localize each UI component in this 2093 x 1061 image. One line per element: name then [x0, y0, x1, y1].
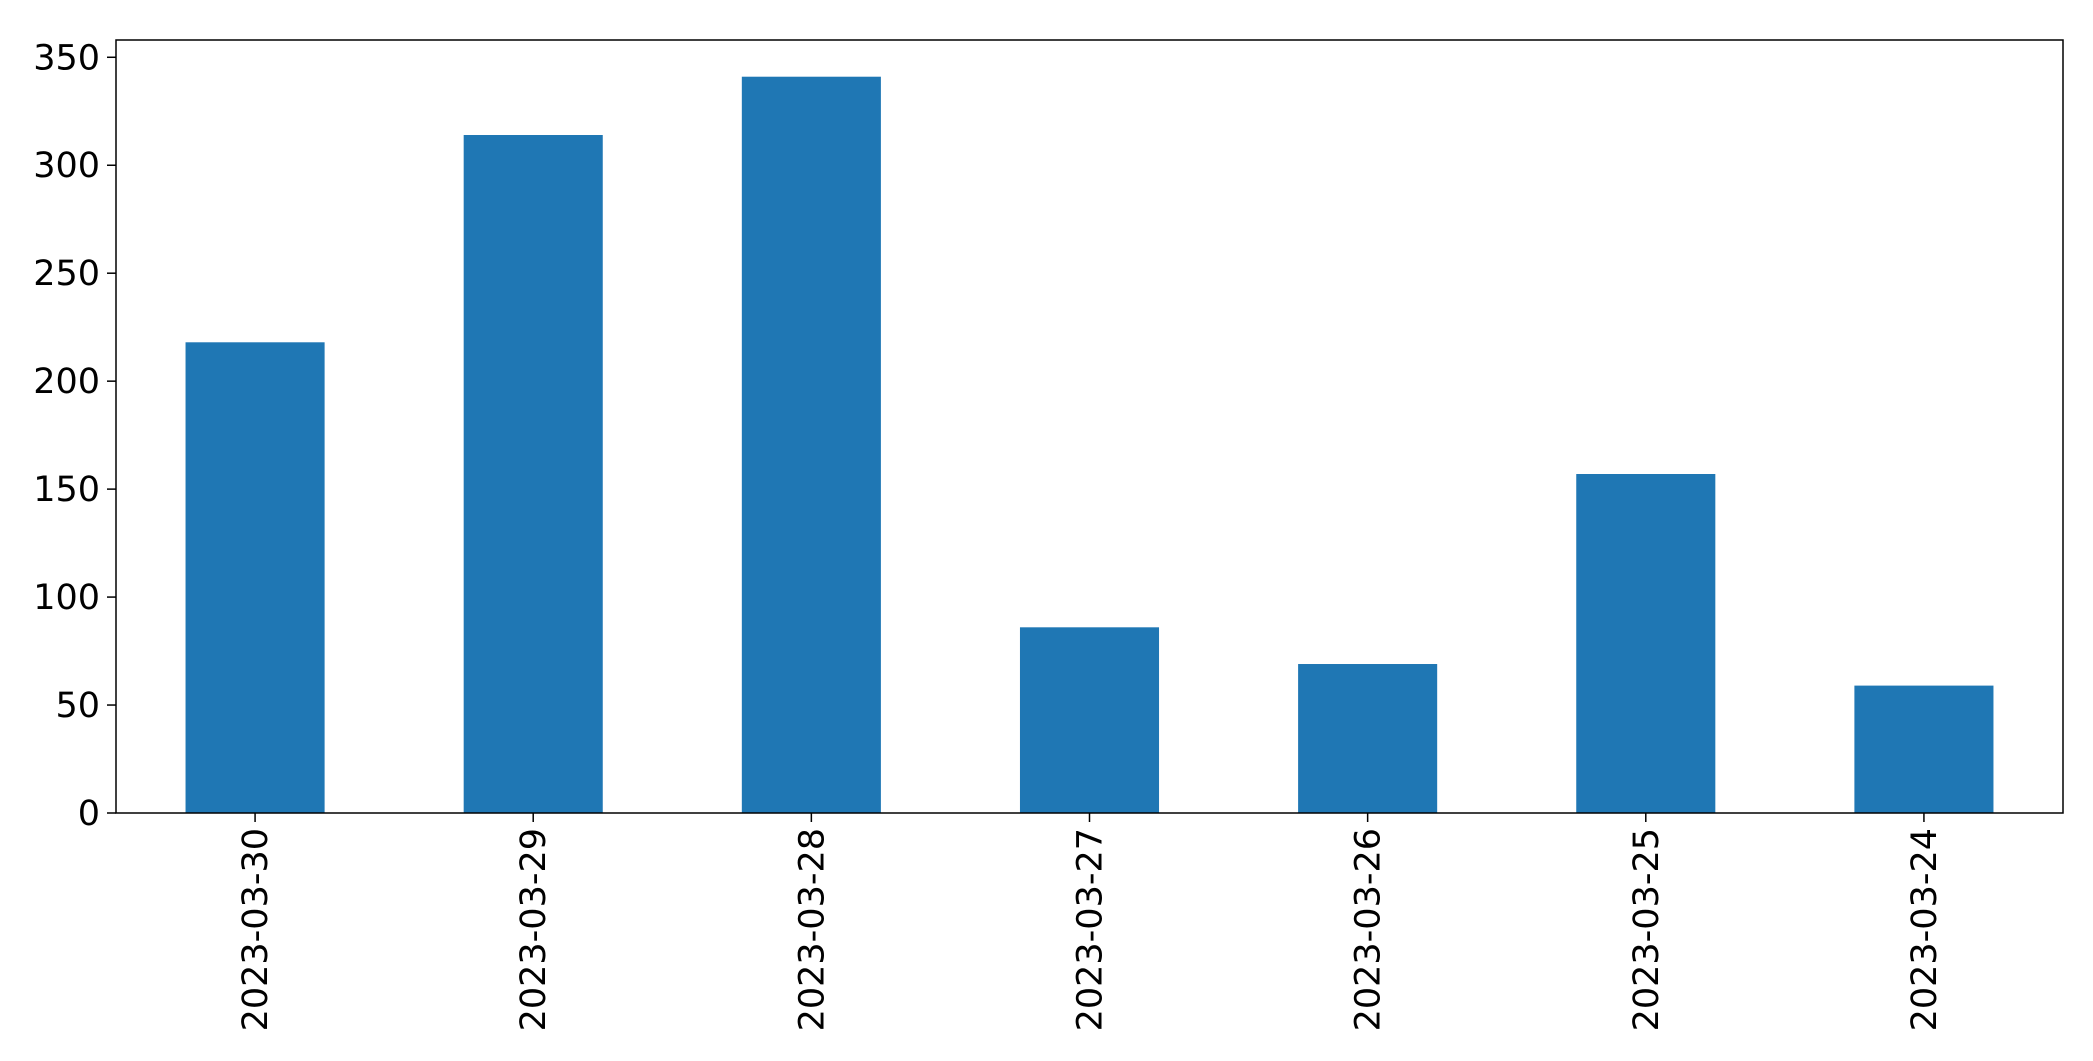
- bar-2023-03-30: [185, 342, 325, 813]
- y-tick-label: 0: [78, 794, 100, 834]
- bar-2023-03-26: [1298, 664, 1438, 813]
- y-tick-label: 150: [33, 470, 100, 510]
- x-axis: 2023-03-30 2023-03-29 2023-03-28 2023-03-27…: [236, 813, 1945, 1031]
- y-tick-label: 50: [55, 686, 100, 726]
- plot-frame: [115, 39, 2064, 814]
- bar-2023-03-24: [1854, 685, 1994, 813]
- y-tick-label: 300: [33, 146, 100, 186]
- x-tick-label: 2023-03-25: [1627, 828, 1667, 1031]
- y-tick-label: 250: [33, 254, 100, 294]
- bar-2023-03-29: [463, 135, 603, 813]
- bar-2023-03-27: [1019, 627, 1160, 813]
- x-tick-label: 2023-03-28: [792, 828, 832, 1031]
- bar-2023-03-25: [1576, 474, 1716, 813]
- x-tick-label: 2023-03-27: [1071, 828, 1111, 1031]
- x-tick-label: 2023-03-26: [1349, 828, 1389, 1031]
- y-tick-label: 100: [33, 578, 100, 618]
- y-axis: 0 50 100 150 200 250 300 350: [33, 38, 116, 834]
- bar-2023-03-28: [741, 76, 881, 813]
- y-tick-label: 200: [33, 362, 100, 402]
- x-tick-label: 2023-03-30: [236, 828, 276, 1031]
- y-tick-label: 350: [33, 38, 100, 78]
- bars-group: [185, 76, 1994, 813]
- x-tick-label: 2023-03-24: [1905, 828, 1945, 1031]
- x-tick-label: 2023-03-29: [514, 828, 554, 1031]
